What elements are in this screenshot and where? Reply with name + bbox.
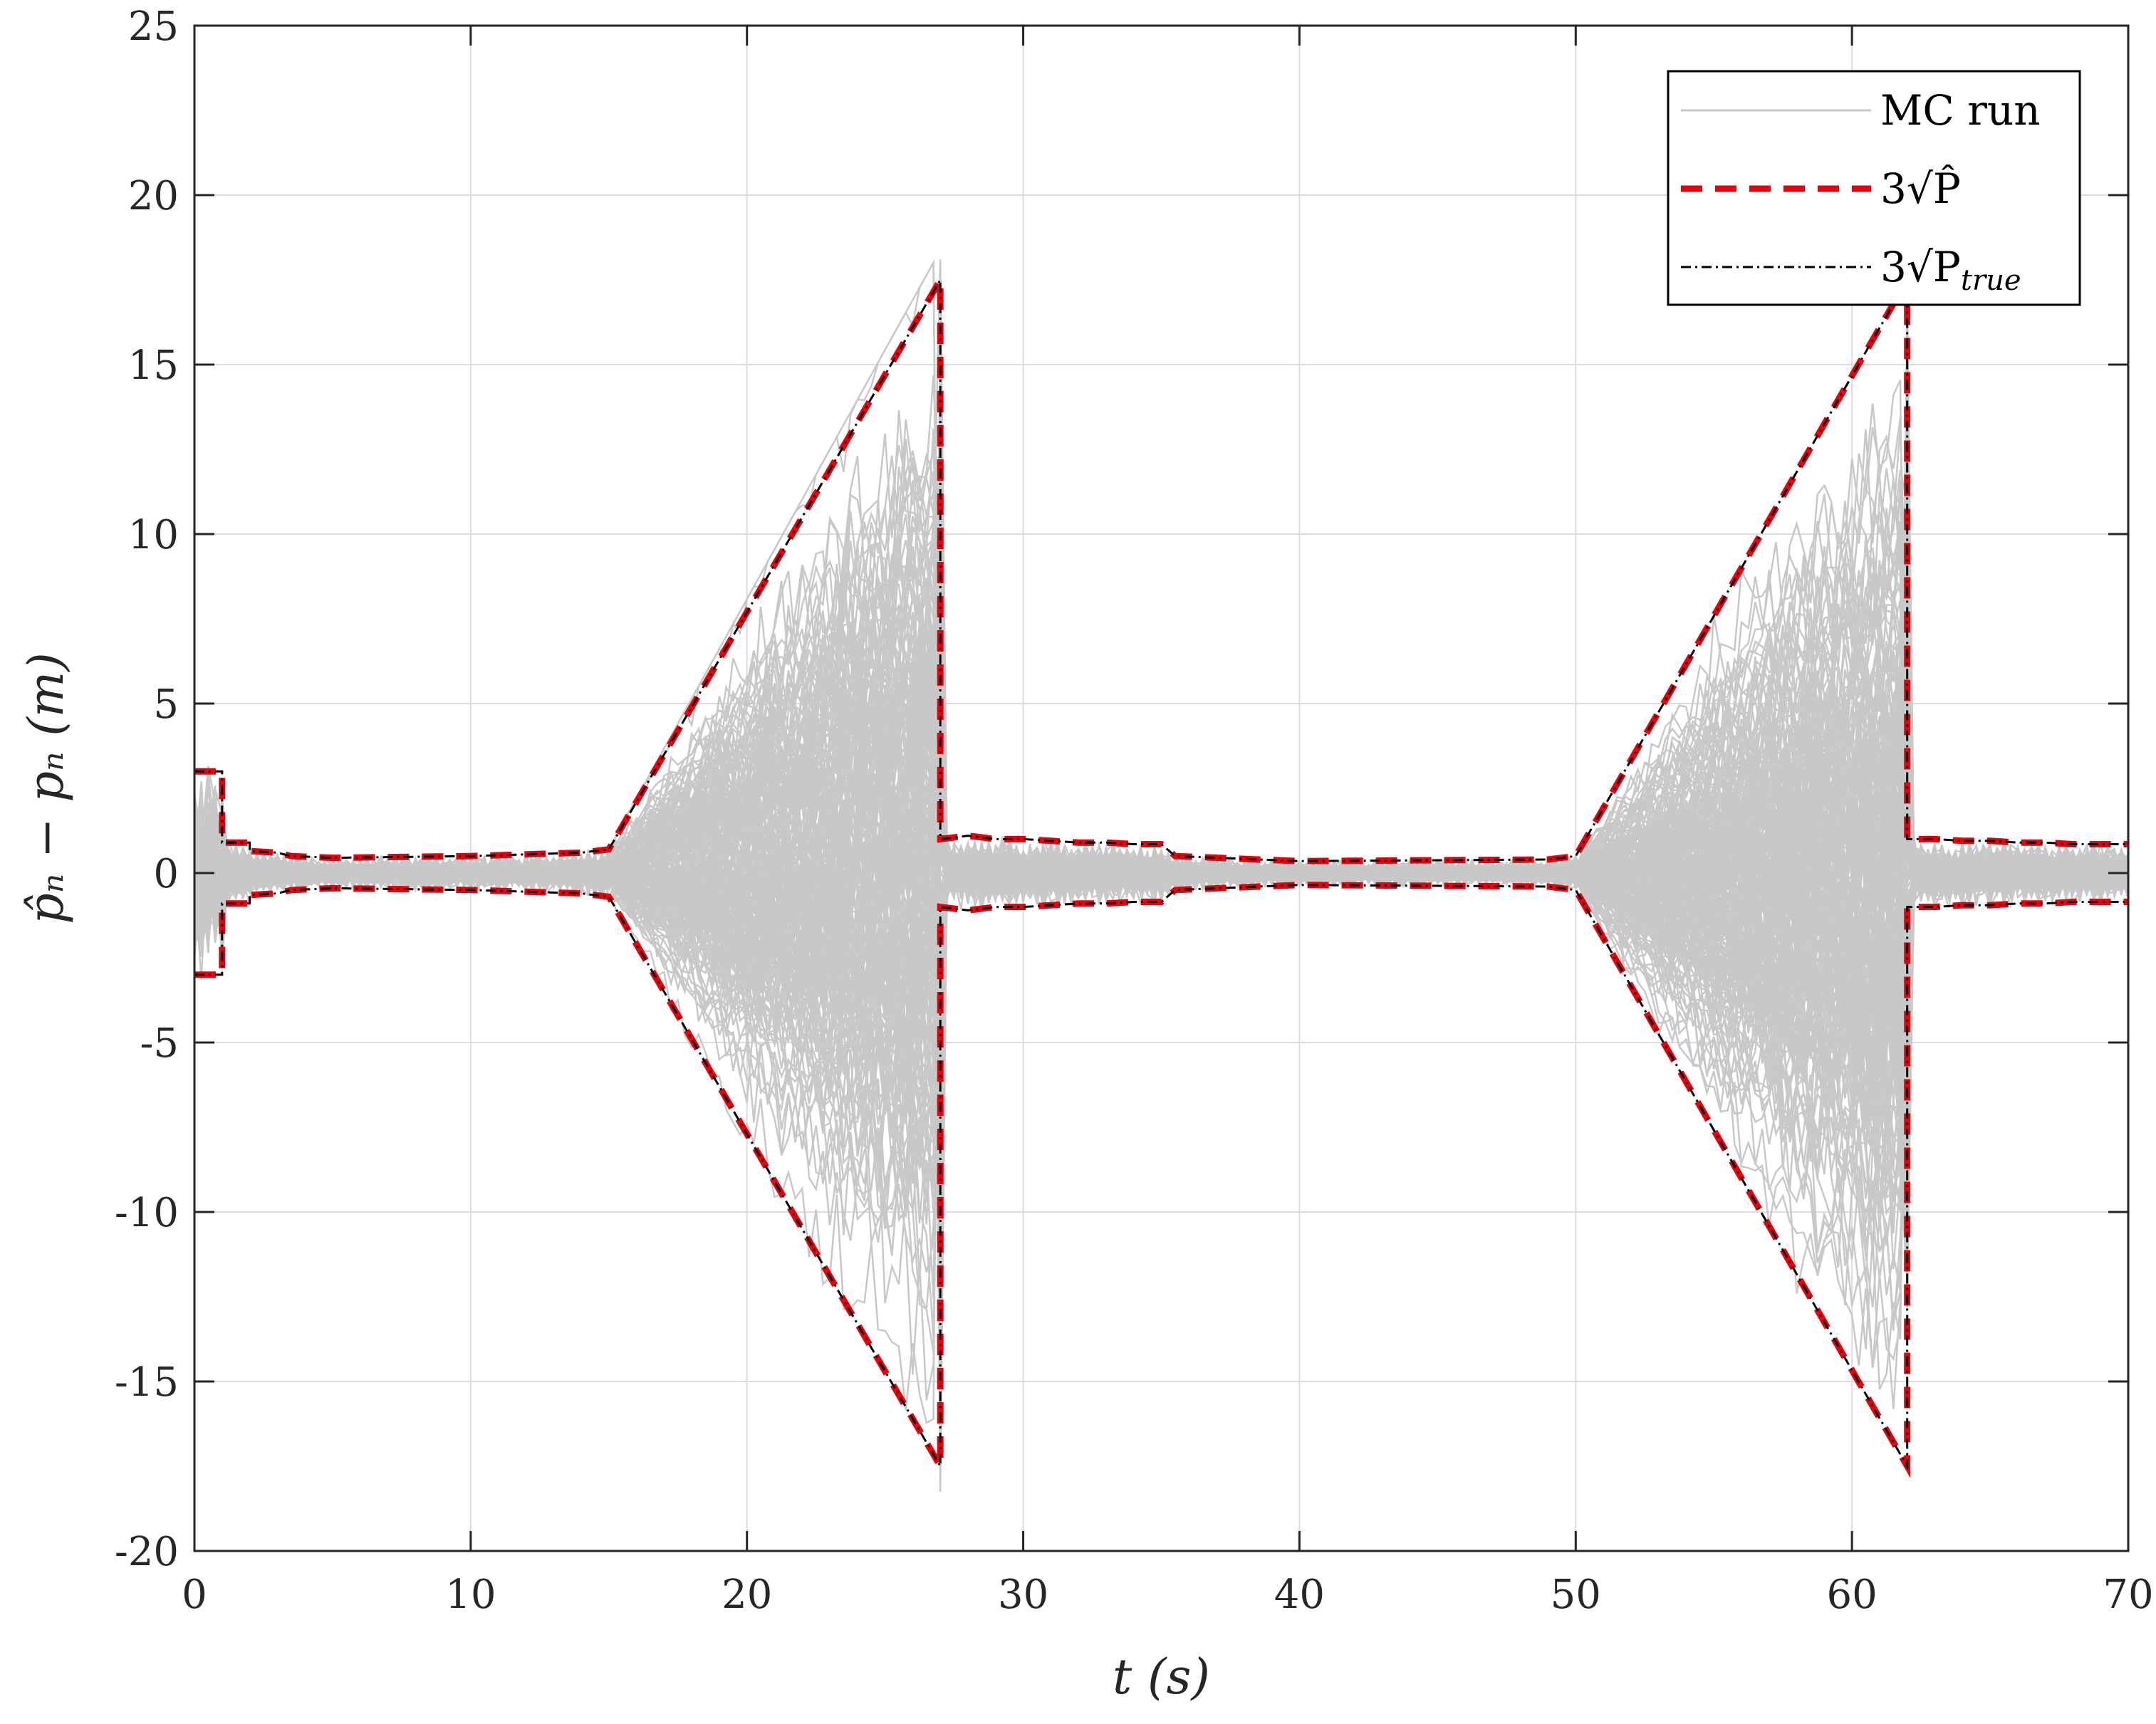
x-tick-label: 50: [1551, 1572, 1601, 1618]
mc-run-line: [193, 493, 2130, 1114]
x-tick-label: 10: [445, 1572, 496, 1618]
x-tick-label: 0: [182, 1572, 207, 1618]
x-tick-label: 60: [1827, 1572, 1878, 1618]
axes-box: [193, 24, 2130, 1552]
mc-run-line: [193, 563, 2129, 1352]
mc-run-line: [193, 570, 2129, 1175]
bound-lines: [194, 268, 2128, 1478]
legend-label-p-hat: 3√P̂: [1880, 164, 1961, 213]
y-tick-label: -5: [140, 1020, 179, 1067]
y-tick-label: -15: [115, 1359, 179, 1406]
p-true-lower-bound: [194, 884, 2128, 1470]
y-tick-label: 5: [153, 681, 179, 728]
axis-ticks: 0 10 20 30 40 50 60 70 -20 -15 -10 -5 0 5 10 15 20 25: [115, 4, 2154, 1618]
mc-run-line: [193, 761, 2130, 1178]
mc-run-lines: [193, 259, 2130, 1492]
x-tick-label: 20: [722, 1572, 772, 1618]
y-axis-label: p̂ₙ − pₙ (m): [19, 652, 75, 924]
x-tick-label: 40: [1274, 1572, 1325, 1618]
y-tick-label: 25: [128, 4, 179, 50]
y-tick-label: 0: [153, 851, 179, 897]
y-tick-label: 20: [128, 173, 179, 219]
y-tick-label: -20: [115, 1529, 179, 1575]
legend: MC run 3√P̂ 3√Ptrue: [1667, 70, 2081, 306]
mc-run-line: [194, 535, 2129, 1409]
x-tick-label: 70: [2103, 1572, 2153, 1618]
y-tick-label: -10: [115, 1190, 179, 1236]
y-tick-label: 10: [128, 512, 179, 558]
legend-label-mc-run: MC run: [1880, 86, 2041, 135]
p-true-upper-bound: [194, 276, 2128, 862]
x-axis-label: t (s): [1113, 1649, 1210, 1705]
x-tick-label: 30: [998, 1572, 1048, 1618]
y-tick-label: 15: [128, 343, 179, 389]
